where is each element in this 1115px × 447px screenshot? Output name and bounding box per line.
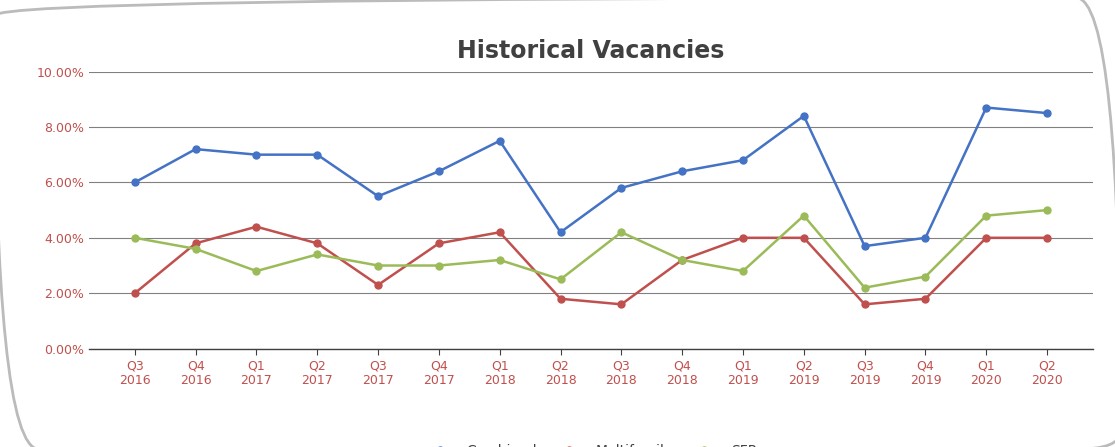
Combined bbox=[371, 194, 385, 199]
SFR bbox=[980, 213, 993, 218]
Multifamily bbox=[554, 296, 568, 301]
Combined bbox=[797, 113, 811, 118]
SFR bbox=[311, 252, 324, 257]
Multifamily bbox=[493, 230, 506, 235]
Multifamily bbox=[676, 257, 689, 263]
Line: Multifamily: Multifamily bbox=[132, 223, 1050, 308]
SFR bbox=[736, 268, 749, 274]
SFR bbox=[433, 263, 446, 268]
SFR bbox=[614, 230, 628, 235]
Combined bbox=[493, 138, 506, 143]
Combined bbox=[554, 230, 568, 235]
SFR bbox=[554, 277, 568, 282]
SFR bbox=[1040, 207, 1054, 213]
Multifamily bbox=[857, 302, 871, 307]
Multifamily bbox=[980, 235, 993, 240]
Multifamily bbox=[919, 296, 932, 301]
SFR bbox=[493, 257, 506, 263]
Multifamily bbox=[614, 302, 628, 307]
Multifamily bbox=[128, 291, 142, 296]
Multifamily bbox=[736, 235, 749, 240]
SFR bbox=[188, 246, 202, 252]
Combined bbox=[919, 235, 932, 240]
SFR bbox=[128, 235, 142, 240]
Multifamily bbox=[250, 224, 263, 229]
SFR bbox=[371, 263, 385, 268]
Combined bbox=[857, 244, 871, 249]
Combined bbox=[188, 147, 202, 152]
SFR bbox=[250, 268, 263, 274]
Multifamily bbox=[433, 240, 446, 246]
Legend: Combined, Multifamily, SFR: Combined, Multifamily, SFR bbox=[419, 439, 763, 447]
Multifamily bbox=[188, 240, 202, 246]
Multifamily bbox=[797, 235, 811, 240]
Multifamily bbox=[1040, 235, 1054, 240]
Multifamily bbox=[311, 240, 324, 246]
Combined bbox=[614, 185, 628, 190]
Combined bbox=[128, 180, 142, 185]
Title: Historical Vacancies: Historical Vacancies bbox=[457, 38, 725, 63]
Multifamily bbox=[371, 282, 385, 287]
Combined bbox=[311, 152, 324, 157]
SFR bbox=[797, 213, 811, 218]
Combined bbox=[1040, 110, 1054, 116]
Combined bbox=[676, 169, 689, 174]
SFR bbox=[857, 285, 871, 291]
SFR bbox=[919, 274, 932, 279]
Line: Combined: Combined bbox=[132, 104, 1050, 249]
Combined bbox=[433, 169, 446, 174]
Combined bbox=[980, 105, 993, 110]
Combined bbox=[736, 157, 749, 163]
Line: SFR: SFR bbox=[132, 207, 1050, 291]
SFR bbox=[676, 257, 689, 263]
Combined bbox=[250, 152, 263, 157]
